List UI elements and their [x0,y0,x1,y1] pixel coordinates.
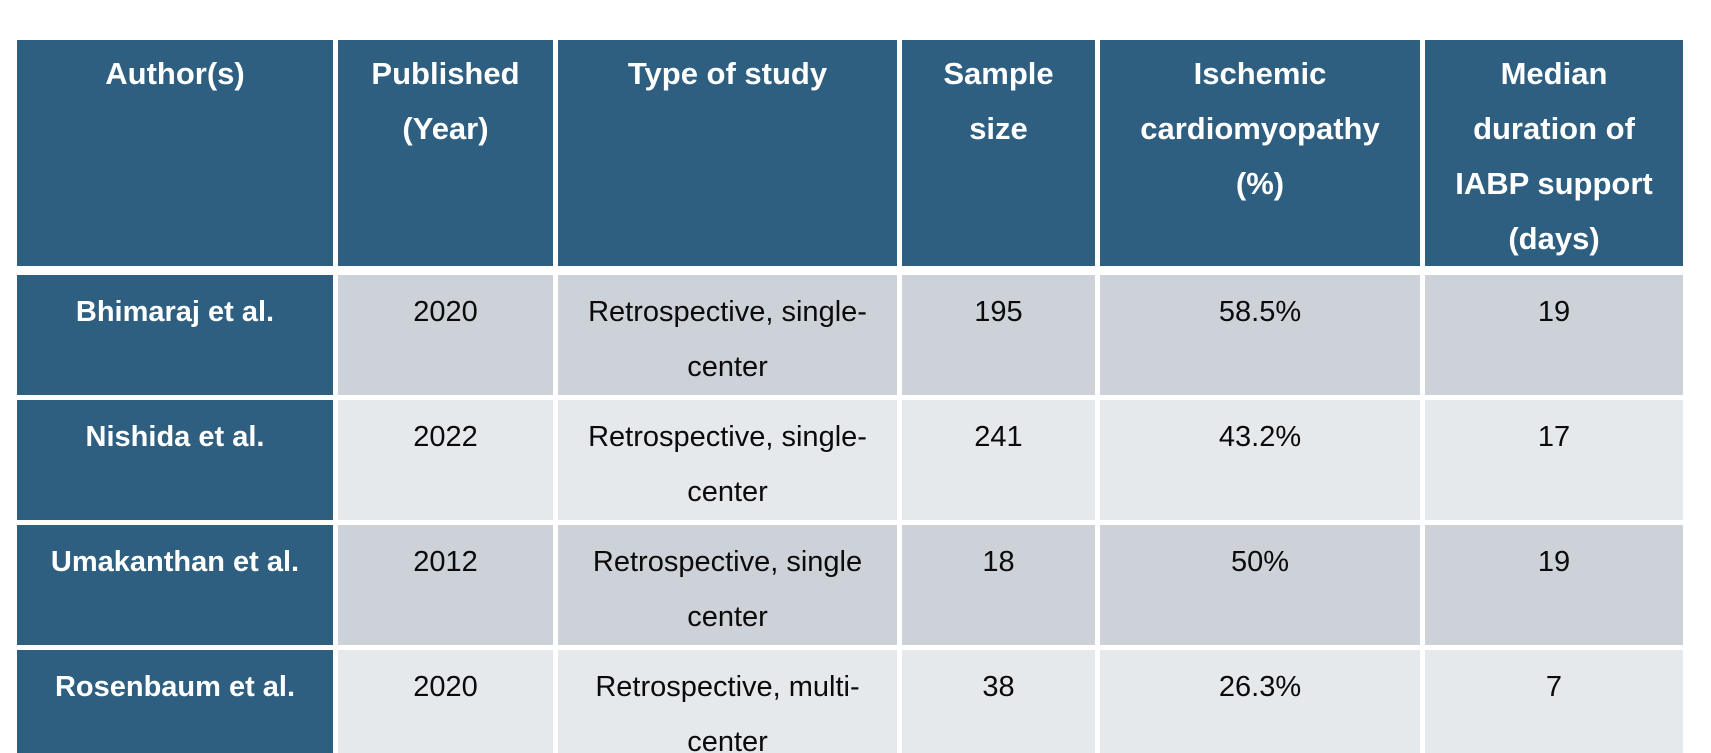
ischemic-pct-cell: 43.2% [1100,400,1420,520]
author-cell: Nishida et al. [17,400,333,520]
col-header-ischemic-cardiomyopathy: Ischemic cardiomyopathy (%) [1100,40,1420,270]
duration-cell: 17 [1425,400,1683,520]
table-row: Nishida et al. 2022 Retrospective, singl… [17,400,1683,520]
studies-table: Author(s) Published (Year) Type of study… [12,35,1688,753]
study-type-cell: Retrospective, single-center [558,400,897,520]
sample-size-cell: 38 [902,650,1095,753]
table-row: Umakanthan et al. 2012 Retrospective, si… [17,525,1683,645]
study-type-cell: Retrospective, multi-center [558,650,897,753]
duration-cell: 19 [1425,275,1683,395]
sample-size-cell: 241 [902,400,1095,520]
col-header-median-iabp-duration: Median duration of IABP support (days) [1425,40,1683,270]
ischemic-pct-cell: 26.3% [1100,650,1420,753]
col-header-type-of-study: Type of study [558,40,897,270]
table-row: Bhimaraj et al. 2020 Retrospective, sing… [17,275,1683,395]
author-cell: Rosenbaum et al. [17,650,333,753]
author-cell: Bhimaraj et al. [17,275,333,395]
col-header-published-year: Published (Year) [338,40,553,270]
author-cell: Umakanthan et al. [17,525,333,645]
sample-size-cell: 195 [902,275,1095,395]
duration-cell: 19 [1425,525,1683,645]
year-cell: 2022 [338,400,553,520]
table-row: Rosenbaum et al. 2020 Retrospective, mul… [17,650,1683,753]
study-type-cell: Retrospective, single center [558,525,897,645]
duration-cell: 7 [1425,650,1683,753]
col-header-author: Author(s) [17,40,333,270]
col-header-sample-size: Sample size [902,40,1095,270]
header-row: Author(s) Published (Year) Type of study… [17,40,1683,270]
sample-size-cell: 18 [902,525,1095,645]
year-cell: 2020 [338,650,553,753]
year-cell: 2012 [338,525,553,645]
study-type-cell: Retrospective, single-center [558,275,897,395]
ischemic-pct-cell: 58.5% [1100,275,1420,395]
year-cell: 2020 [338,275,553,395]
ischemic-pct-cell: 50% [1100,525,1420,645]
